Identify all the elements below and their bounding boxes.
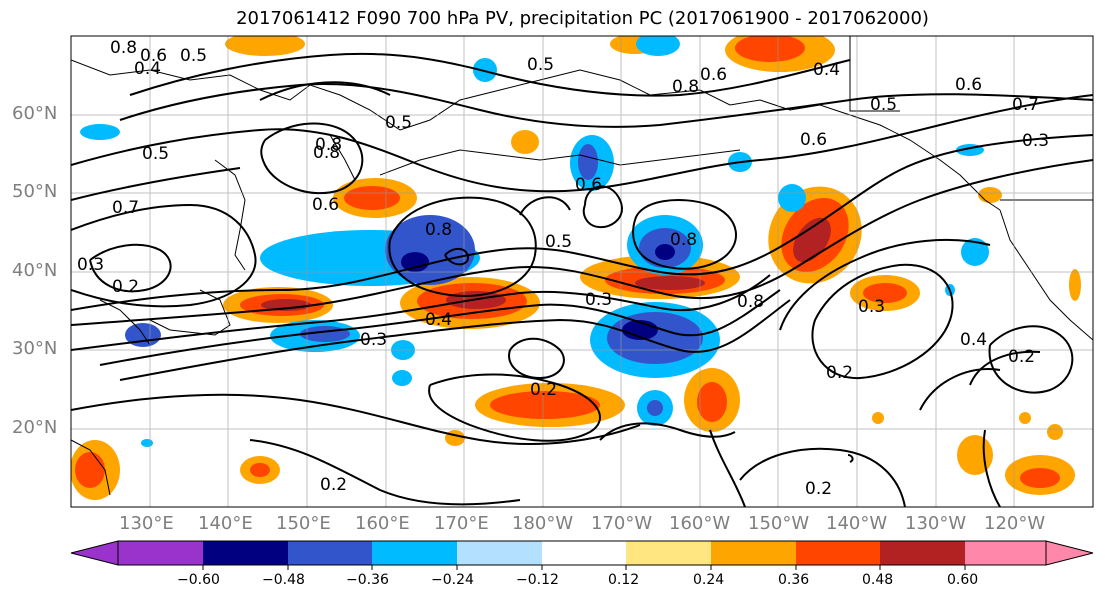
lon-label-160e: 160°E <box>355 513 410 534</box>
colorbar-tick-label: 0.12 <box>608 572 640 588</box>
lat-label-40n: 40°N <box>12 260 58 281</box>
contour-label: 0.8 <box>315 135 342 155</box>
contour-label: 0.4 <box>425 310 452 330</box>
lon-label-140e: 140°E <box>198 513 253 534</box>
contour-label: 0.2 <box>530 380 557 400</box>
contour-labels: 0.8 0.6 0.5 0.4 0.5 0.8 0.5 0.7 0.3 0.2 … <box>77 38 1049 499</box>
contour-label: 0.2 <box>826 363 853 383</box>
colorbar-segment <box>288 541 372 565</box>
colorbar-tick-label: −0.36 <box>346 572 389 588</box>
colorbar-tick-label: 0.24 <box>693 572 725 588</box>
colorbar-high-extend <box>1045 540 1094 566</box>
lon-label-140w: 140°W <box>826 513 888 534</box>
contour-label: 0.3 <box>360 330 387 350</box>
contour-label: 0.5 <box>527 55 554 75</box>
contour-label: 0.6 <box>700 65 727 85</box>
contour-label: 0.8 <box>313 143 340 163</box>
contour-label: 0.6 <box>575 175 602 195</box>
contour-label: 0.5 <box>180 46 207 66</box>
map-title: 2017061412 F090 700 hPa PV, precipitatio… <box>236 8 929 29</box>
colorbar-tick-label: 0.36 <box>778 572 810 588</box>
contour-label: 0.2 <box>805 479 832 499</box>
colorbar-tick-label: −0.12 <box>516 572 559 588</box>
contour-label: 0.3 <box>77 255 104 275</box>
lon-label-150w: 150°W <box>748 513 810 534</box>
colorbar-tick-label: −0.24 <box>431 572 474 588</box>
contour-label: 0.8 <box>670 230 697 250</box>
contour-label: 0.2 <box>1008 347 1035 367</box>
lon-label-160w: 160°W <box>669 513 731 534</box>
lon-label-150e: 150°E <box>276 513 331 534</box>
colorbar <box>70 540 1094 570</box>
gridlines <box>71 36 1093 507</box>
contour-label: 0.6 <box>140 46 167 66</box>
lon-label-130w: 130°W <box>905 513 967 534</box>
contour-label: 0.5 <box>385 113 412 133</box>
lon-label-130e: 130°E <box>119 513 174 534</box>
contour-label: 0.3 <box>1022 131 1049 151</box>
colorbar-segment <box>457 541 542 565</box>
contour-label: 0.3 <box>585 290 612 310</box>
colorbar-segment <box>372 541 457 565</box>
contour-label: 0.2 <box>112 277 139 297</box>
contour-label: 0.5 <box>545 232 572 252</box>
contour-label: 0.8 <box>425 220 452 240</box>
pv-contours <box>71 52 1093 507</box>
lat-label-50n: 50°N <box>12 181 58 202</box>
colorbar-segment <box>118 541 203 565</box>
colorbar-tick-label: −0.48 <box>262 572 305 588</box>
lat-label-30n: 30°N <box>12 338 58 359</box>
colorbar-segment <box>880 541 965 565</box>
colorbar-segment <box>542 541 626 565</box>
colorbar-segment <box>626 541 711 565</box>
lon-label-170e: 170°E <box>434 513 489 534</box>
contour-label: 0.3 <box>858 297 885 317</box>
colorbar-segment <box>796 541 880 565</box>
contour-label: 0.5 <box>142 144 169 164</box>
contour-label: 0.8 <box>110 38 137 58</box>
colorbar-segment <box>711 541 796 565</box>
colorbar-segment <box>965 541 1046 565</box>
contour-label: 0.6 <box>312 195 339 215</box>
lon-label-180w: 180°W <box>512 513 574 534</box>
contour-label: 0.5 <box>870 95 897 115</box>
lon-label-120w: 120°W <box>984 513 1046 534</box>
contour-label: 0.4 <box>134 59 161 79</box>
contour-label: 0.6 <box>800 130 827 150</box>
lat-label-60n: 60°N <box>12 103 58 124</box>
contour-label: 0.2 <box>320 475 347 495</box>
contour-label: 0.7 <box>1012 95 1039 115</box>
contour-label: 0.6 <box>955 75 982 95</box>
contour-label: 0.8 <box>737 292 764 312</box>
lat-label-20n: 20°N <box>12 417 58 438</box>
colorbar-tick-label: 0.60 <box>947 572 979 588</box>
contour-label: 0.4 <box>960 330 987 350</box>
contour-label: 0.4 <box>813 60 840 80</box>
map-frame <box>70 35 1094 508</box>
contour-label: 0.8 <box>672 77 699 97</box>
contour-label: 0.7 <box>112 198 139 218</box>
colorbar-low-extend <box>70 540 119 566</box>
colorbar-tick-label: −0.60 <box>177 572 220 588</box>
lon-label-170w: 170°W <box>591 513 653 534</box>
colorbar-tick-label: 0.48 <box>862 572 894 588</box>
colorbar-segment <box>203 541 288 565</box>
